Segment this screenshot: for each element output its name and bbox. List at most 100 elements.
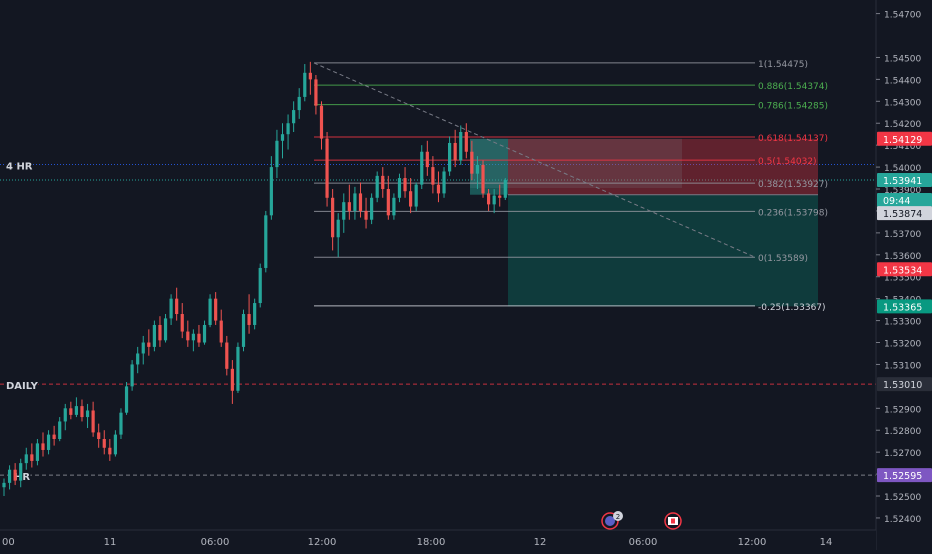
price-badge — [877, 192, 932, 207]
candle-body — [24, 454, 28, 464]
candle-body — [292, 110, 296, 124]
candle-body — [163, 318, 168, 341]
price-badge-label: 1.53941 — [883, 176, 922, 187]
short-position-tool[interactable] — [470, 138, 818, 307]
candle-body — [470, 151, 474, 174]
price-tick-label: 1.54300 — [884, 98, 921, 108]
candle-body — [13, 469, 17, 481]
candle-body — [420, 151, 424, 185]
price-tick-label: 1.53100 — [884, 361, 921, 371]
take-profit-zone[interactable] — [508, 194, 818, 307]
price-tick-label: 1.52400 — [884, 515, 921, 525]
candle-body — [464, 132, 468, 152]
candle-body — [370, 197, 374, 220]
candle-body — [169, 298, 173, 319]
candle-body — [448, 142, 452, 172]
candle-body — [241, 314, 246, 347]
price-badge-label: 1.52595 — [883, 471, 922, 482]
candle-body — [303, 72, 307, 97]
event-count-label: 2 — [616, 513, 620, 521]
flag-canada-icon[interactable] — [664, 512, 682, 530]
candle-body — [336, 219, 340, 238]
candle-body — [364, 210, 368, 220]
candle-body — [253, 303, 257, 325]
fib-level-label: 0.886(1.54374) — [758, 82, 828, 92]
price-badge-label: 1.53010 — [883, 380, 922, 391]
candle-body — [108, 447, 112, 455]
candle-body — [431, 167, 435, 185]
event-badges[interactable]: 2 — [601, 511, 682, 530]
time-axis[interactable]: 00 11 06:00 12:00 18:00 12 06:00 12:00 14 — [0, 529, 876, 550]
candle-body — [425, 151, 429, 168]
candle-body — [486, 193, 491, 205]
price-badge — [877, 262, 932, 277]
candle-body — [386, 189, 390, 216]
globe-icon — [605, 516, 615, 526]
candle-body — [331, 197, 335, 238]
candle-body — [208, 298, 212, 325]
candle-body — [136, 353, 140, 365]
candle-body — [342, 202, 346, 220]
candle-body — [85, 410, 90, 418]
candle-body — [191, 333, 195, 341]
candle-body — [152, 324, 156, 347]
price-tick-label: 1.54000 — [884, 164, 921, 174]
candle-body — [130, 364, 134, 387]
candle-body — [481, 164, 485, 194]
candle-body — [219, 320, 223, 343]
fib-level-label: -0.25(1.53367) — [758, 303, 826, 313]
candle-body — [113, 434, 117, 455]
candle-body — [375, 175, 379, 198]
candle-body — [358, 193, 363, 211]
candle-body — [453, 142, 457, 161]
price-tick-label: 1.54700 — [884, 11, 921, 21]
price-tick-label: 1.53200 — [884, 340, 921, 350]
candle-body — [381, 175, 385, 190]
price-tick-label: 1.53300 — [884, 318, 921, 328]
stop-loss-zone[interactable] — [508, 138, 818, 195]
price-badge — [877, 377, 932, 392]
price-tick-label: 1.52800 — [884, 427, 921, 437]
candle-body — [397, 178, 402, 198]
candle-body — [197, 333, 201, 343]
fib-level-label: 0.5(1.54032) — [758, 157, 817, 167]
candle-body — [230, 368, 234, 391]
fib-level-label: 0.236(1.53798) — [758, 208, 828, 218]
price-badge — [877, 299, 932, 314]
price-tick-label: 1.53500 — [884, 274, 921, 284]
candle-body — [52, 434, 56, 439]
time-tick-label: 11 — [104, 537, 117, 548]
price-tick-label: 1.52900 — [884, 405, 921, 415]
candle-body — [308, 72, 312, 80]
candle-body — [247, 314, 251, 325]
candle-body — [225, 342, 229, 369]
time-tick-label: 06:00 — [629, 537, 658, 548]
candle-body — [353, 193, 357, 211]
candle-body — [175, 298, 179, 315]
price-badge-label: 1.53874 — [883, 209, 922, 220]
candle-body — [19, 463, 23, 481]
price-tick-label: 1.54500 — [884, 54, 921, 64]
candle-body — [275, 140, 279, 168]
price-badge-label: 1.53365 — [883, 302, 922, 313]
candle-body — [409, 191, 413, 207]
candle-body — [325, 138, 329, 198]
globe-flag-icon[interactable]: 2 — [601, 511, 623, 530]
candle-body — [147, 342, 151, 347]
level-label: 4 HR — [6, 161, 33, 172]
maple-leaf-icon — [671, 518, 675, 524]
candle-body — [158, 324, 162, 341]
candle-body — [269, 167, 273, 216]
candle-body — [319, 105, 324, 139]
candle-body — [202, 324, 207, 343]
candle-body — [80, 406, 84, 418]
candle-body — [347, 202, 351, 211]
candle-body — [392, 197, 396, 216]
event-count-dot — [613, 511, 623, 521]
fib-retracement[interactable]: 1(1.54475) 0.886(1.54374) 0.786(1.54285) 0.… — [313, 60, 828, 313]
price-badge — [877, 173, 932, 188]
price-badge — [877, 468, 932, 483]
